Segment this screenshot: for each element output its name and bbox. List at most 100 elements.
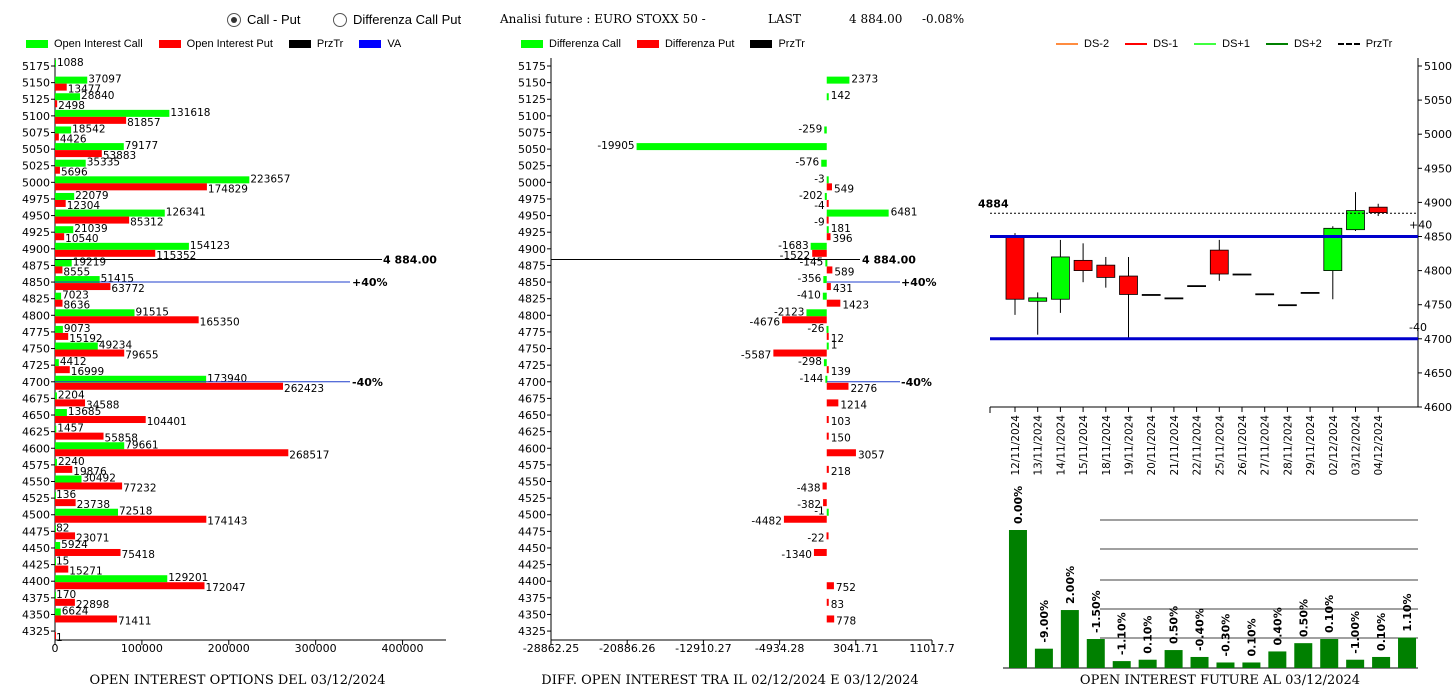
call-bar: [55, 209, 165, 217]
strike-label-middle: 4975: [518, 193, 546, 206]
date-label: 20/11/2024: [1146, 415, 1158, 476]
diff-put-bar: [826, 432, 829, 440]
radio-empty-icon: [333, 12, 347, 27]
strike-label-middle: 5050: [518, 143, 546, 156]
strike-label-middle: 4625: [518, 426, 546, 439]
put-value-label: 174829: [208, 183, 248, 195]
put-bar: [55, 83, 67, 91]
diff-put-value-label: -4482: [751, 516, 782, 528]
oi-future-bar: [1008, 530, 1027, 668]
price-label-left: 4 884.00: [383, 253, 437, 266]
diff-call-bar: [823, 359, 827, 367]
put-value-label: 104401: [147, 416, 187, 428]
strike-label-left: 5150: [22, 77, 50, 90]
oi-future-label: 0.10%: [1245, 618, 1258, 656]
put-value-label: 71411: [118, 615, 151, 627]
candle-body: [1209, 249, 1229, 275]
legend-item-ds+1: DS+1: [1194, 38, 1250, 50]
legend-label: Open Interest Call: [54, 38, 143, 50]
call-bar: [55, 109, 170, 117]
put-bar: [55, 249, 156, 257]
strike-label-left: 4575: [22, 459, 50, 472]
legend-label: DS+1: [1222, 38, 1250, 50]
put-value-label: 75418: [122, 549, 155, 561]
call-value-label: 7023: [62, 290, 89, 302]
call-bar: [55, 392, 57, 400]
strike-label-left: 4600: [22, 442, 50, 455]
diff-put-value-label: 778: [836, 615, 856, 627]
diff-put-bar: [826, 598, 829, 606]
diff-put-bar: [826, 233, 831, 241]
strike-label-left: 4750: [22, 343, 50, 356]
diff-call-bar: [824, 126, 827, 134]
candle-body: [1232, 273, 1252, 276]
put-bar: [55, 432, 104, 440]
strike-label-middle: 4750: [518, 343, 546, 356]
call-value-label: 72518: [119, 506, 152, 518]
put-bar: [55, 349, 125, 357]
y-tick-label-right: 4650: [1424, 367, 1452, 380]
strike-label-middle: 4325: [518, 625, 546, 638]
strike-label-middle: 4450: [518, 542, 546, 555]
strike-label-left: 4775: [22, 326, 50, 339]
diff-put-bar: [826, 332, 829, 340]
call-bar: [55, 475, 82, 483]
call-bar: [55, 176, 250, 184]
oi-future-label: -1.50%: [1090, 590, 1103, 633]
put-value-label: 12304: [67, 200, 101, 212]
oi-future-label: -9.00%: [1038, 600, 1051, 643]
diff-call-bar: [824, 192, 827, 200]
last-change: -0.08%: [922, 12, 965, 26]
strike-label-middle: 4800: [518, 309, 546, 322]
legend-label: DS-1: [1153, 38, 1179, 50]
diff-call-value-label: -144: [800, 373, 824, 385]
diff-put-value-label: -438: [797, 483, 821, 495]
call-value-label: 6624: [62, 605, 89, 617]
put-bar: [55, 565, 69, 573]
oi-future-bar: [1034, 648, 1053, 668]
strike-label-left: 4900: [22, 243, 50, 256]
x-tick-label-left: 100000: [121, 642, 163, 655]
diff-call-bar: [826, 342, 829, 350]
strike-label-middle: 4850: [518, 276, 546, 289]
oi-future-bar: [1294, 643, 1313, 668]
put-value-label: 23738: [77, 499, 110, 511]
diff-call-value-label: -1683: [778, 240, 809, 252]
radio-call-put[interactable]: Call - Put: [227, 12, 300, 27]
strike-label-middle: 4400: [518, 575, 546, 588]
strike-label-left: 5050: [22, 143, 50, 156]
call-bar: [55, 591, 56, 599]
va-label-middle: -40%: [901, 376, 932, 389]
candle-body: [1278, 304, 1297, 307]
strike-label-middle: 5125: [518, 93, 546, 106]
strike-label-left: 4475: [22, 525, 50, 538]
call-bar: [55, 292, 62, 300]
call-bar: [55, 259, 72, 267]
call-value-label: 4412: [60, 356, 87, 368]
diff-call-bar: [826, 93, 829, 101]
price-label-middle: 4 884.00: [862, 253, 916, 266]
diff-call-bar: [825, 259, 828, 267]
put-value-label: 19876: [73, 466, 107, 478]
radio-differenza[interactable]: Differenza Call Put: [333, 12, 461, 27]
strike-label-left: 4425: [22, 559, 50, 572]
candle-body: [1119, 275, 1138, 295]
call-value-label: 18542: [72, 123, 105, 135]
candle-body: [1073, 259, 1093, 271]
strike-label-left: 5025: [22, 160, 50, 173]
call-bar: [55, 409, 67, 417]
diff-call-bar: [826, 325, 829, 333]
x-tick-label-middle: -28862.25: [523, 642, 579, 655]
date-label: 27/11/2024: [1260, 415, 1272, 476]
put-bar: [55, 366, 70, 374]
oi-future-bar: [1320, 639, 1339, 668]
diff-put-value-label: -4: [814, 200, 825, 212]
candle-body: [1096, 264, 1116, 278]
diff-put-value-label: -382: [797, 499, 821, 511]
diff-put-value-label: 12: [831, 333, 844, 345]
legend-swatch: [750, 40, 773, 48]
candle-body: [1300, 292, 1320, 294]
put-bar: [55, 532, 76, 540]
x-tick-label-left: 300000: [295, 642, 337, 655]
legend-item-differenza-put: Differenza Put: [636, 38, 734, 50]
